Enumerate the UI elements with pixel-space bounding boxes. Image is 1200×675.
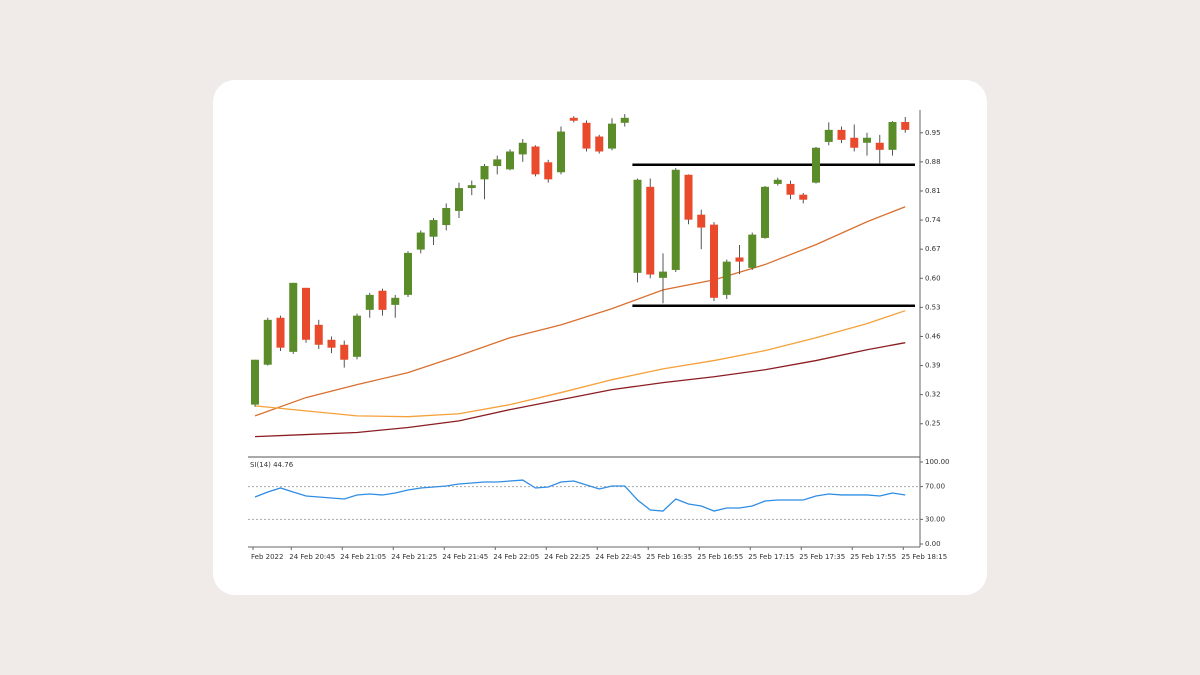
candle-body [773, 179, 782, 184]
candle-body [263, 319, 272, 365]
y-tick-label: 0.95 [925, 129, 941, 137]
candle-body [493, 159, 502, 167]
x-tick-label: 24 Feb 22:45 [595, 553, 641, 561]
candle-body [302, 287, 310, 340]
candle-body [455, 188, 463, 211]
candle-body [722, 261, 731, 295]
y-tick-label: 100.00 [925, 458, 950, 466]
line [254, 310, 906, 418]
x-tick-label: 25 Feb 17:35 [799, 553, 845, 561]
candle-body [569, 117, 578, 121]
candle-body [442, 208, 451, 226]
candle-body [544, 162, 553, 180]
candle-body [901, 121, 910, 130]
candle-body [353, 315, 361, 357]
x-tick-label: 25 Feb 17:55 [850, 553, 896, 561]
x-tick-label: 25 Feb 16:55 [697, 553, 743, 561]
y-tick-label: 0.25 [925, 420, 941, 428]
candle-body [850, 137, 859, 148]
x-tick-label: 25 Feb 16:35 [646, 553, 692, 561]
y-tick-label: 0.00 [925, 540, 941, 548]
candle-body [365, 294, 374, 310]
y-tick-label: 0.53 [925, 303, 941, 311]
candle-body [557, 131, 565, 173]
y-tick-label: 0.74 [925, 216, 941, 224]
candle-body [620, 117, 629, 123]
candle-body [888, 121, 897, 150]
candle-body [646, 186, 655, 275]
candle-body [531, 146, 540, 175]
candle-body [404, 252, 412, 295]
candle-body [416, 232, 425, 250]
candle-body [506, 151, 514, 170]
candle-body [735, 257, 744, 262]
y-tick-label: 0.46 [925, 332, 941, 340]
y-tick-label: 70.00 [925, 483, 945, 491]
candle-body [429, 220, 438, 237]
y-tick-label: 0.81 [925, 187, 941, 195]
candle-body [340, 344, 349, 360]
candle-body [289, 282, 298, 352]
candle-body [863, 137, 871, 143]
candle-body [467, 185, 476, 189]
y-tick-label: 0.67 [925, 245, 941, 253]
candle-body [786, 183, 795, 195]
candle-body [391, 297, 400, 305]
indicator-title: SI(14) 44.76 [250, 461, 294, 469]
candle-body [518, 142, 527, 155]
candle-body [824, 129, 833, 142]
x-tick-label: Feb 2022 [251, 553, 283, 561]
x-tick-label: 24 Feb 22:25 [544, 553, 590, 561]
x-tick-label: 25 Feb 17:15 [748, 553, 794, 561]
line [254, 479, 906, 512]
candle-body [480, 166, 489, 180]
x-tick-label: 24 Feb 20:45 [289, 553, 335, 561]
candle-body [812, 147, 820, 183]
x-tick-label: 24 Feb 22:05 [493, 553, 539, 561]
candle-body [837, 129, 846, 140]
candle-body [327, 339, 336, 348]
y-tick-label: 0.32 [925, 391, 941, 399]
candle-body [659, 271, 667, 278]
candle-body [378, 290, 387, 310]
candle-body [761, 186, 769, 238]
y-tick-label: 0.88 [925, 158, 941, 166]
candle-body [633, 179, 642, 273]
candle-body [710, 224, 718, 298]
candle-body [608, 123, 616, 149]
candle-body [748, 234, 757, 268]
candle-body [251, 359, 259, 405]
candle-body [697, 214, 706, 228]
candle-body [671, 169, 680, 270]
candle-body [582, 122, 591, 149]
line [254, 342, 906, 438]
candle-body [276, 317, 285, 348]
candle-body [684, 174, 693, 220]
x-tick-label: 24 Feb 21:45 [442, 553, 488, 561]
x-tick-label: 24 Feb 21:25 [391, 553, 437, 561]
x-tick-label: 25 Feb 18:15 [901, 553, 947, 561]
candle-body [799, 194, 808, 200]
candle-body [875, 142, 884, 150]
candle-body [595, 136, 604, 152]
y-tick-label: 0.60 [925, 274, 941, 282]
x-tick-label: 24 Feb 21:05 [340, 553, 386, 561]
y-tick-label: 0.39 [925, 362, 941, 370]
line [254, 206, 906, 417]
y-tick-label: 30.00 [925, 515, 945, 523]
candle-body [314, 324, 323, 345]
